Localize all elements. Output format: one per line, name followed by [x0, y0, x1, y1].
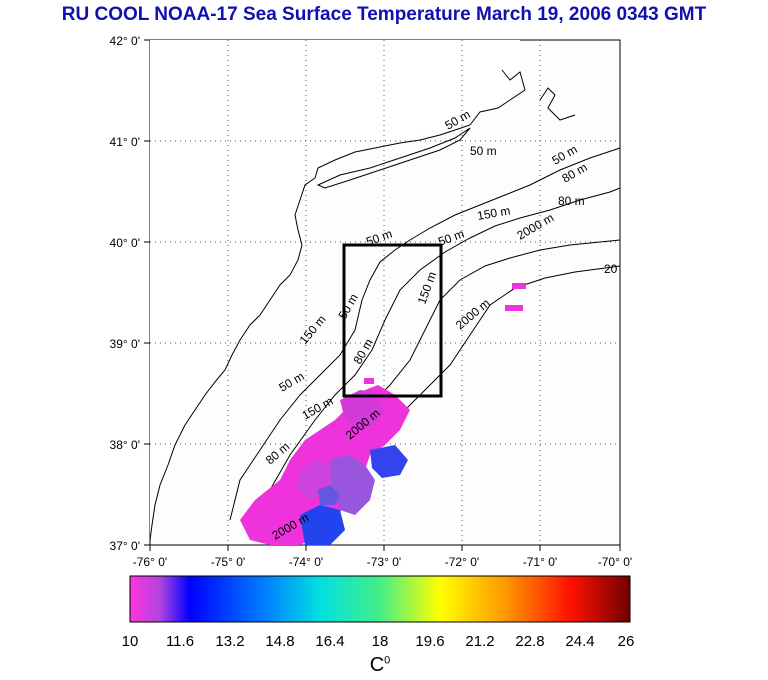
colorbar-ticks: 10 11.6 13.2 14.8 16.4 18 19.6 21.2 22.8…: [122, 633, 635, 650]
colorbar-unit: C0: [340, 654, 420, 677]
contour-label: 80 m: [558, 194, 585, 208]
latitude-labels: 42° 0' 41° 0' 40° 0' 39° 0' 38° 0' 37° 0…: [110, 34, 140, 553]
lon-label: -70° 0': [598, 555, 632, 569]
contour-label: 20: [604, 262, 618, 276]
lat-label: 42° 0': [110, 34, 140, 48]
lon-label: -74° 0': [289, 555, 323, 569]
colorbar-tick: 13.2: [215, 633, 244, 650]
colorbar: [129, 575, 631, 623]
colorbar-tick: 21.2: [465, 633, 494, 650]
lon-label: -71° 0': [523, 555, 557, 569]
contour-label: 150 m: [476, 203, 511, 223]
colorbar-tick: 22.8: [515, 633, 544, 650]
land-mass: [150, 40, 520, 540]
colorbar-tick: 16.4: [315, 633, 344, 650]
sst-data: [240, 283, 526, 545]
coastline: [149, 69, 526, 541]
frame-ticks: [144, 39, 621, 551]
lat-label: 39° 0': [110, 337, 140, 351]
longitude-labels: -76° 0' -75° 0' -74° 0' -73° 0' -72° 0' …: [133, 555, 632, 569]
lon-label: -72° 0': [445, 555, 479, 569]
cape-cod: [539, 87, 576, 121]
unit-base: C: [369, 654, 385, 676]
lat-label: 41° 0': [110, 135, 140, 149]
unit-superscript: 0: [384, 654, 391, 667]
lat-label: 38° 0': [110, 438, 140, 452]
contour-label: 50 m: [470, 144, 497, 158]
colorbar-tick: 10: [122, 633, 139, 650]
colorbar-tick: 26: [618, 633, 635, 650]
colorbar-tick: 18: [372, 633, 389, 650]
lat-label: 37° 0': [110, 539, 140, 553]
long-island: [316, 127, 471, 189]
colorbar-tick: 14.8: [265, 633, 294, 650]
lon-label: -75° 0': [211, 555, 245, 569]
study-box: [342, 243, 443, 398]
lon-label: -73° 0': [367, 555, 401, 569]
colorbar-tick: 11.6: [166, 633, 194, 650]
colorbar-tick: 24.4: [565, 633, 594, 650]
lon-label: -76° 0': [133, 555, 167, 569]
colorbar-tick: 19.6: [415, 633, 444, 650]
lat-label: 40° 0': [110, 236, 140, 250]
map-title: RU COOL NOAA-17 Sea Surface Temperature …: [61, 4, 707, 25]
